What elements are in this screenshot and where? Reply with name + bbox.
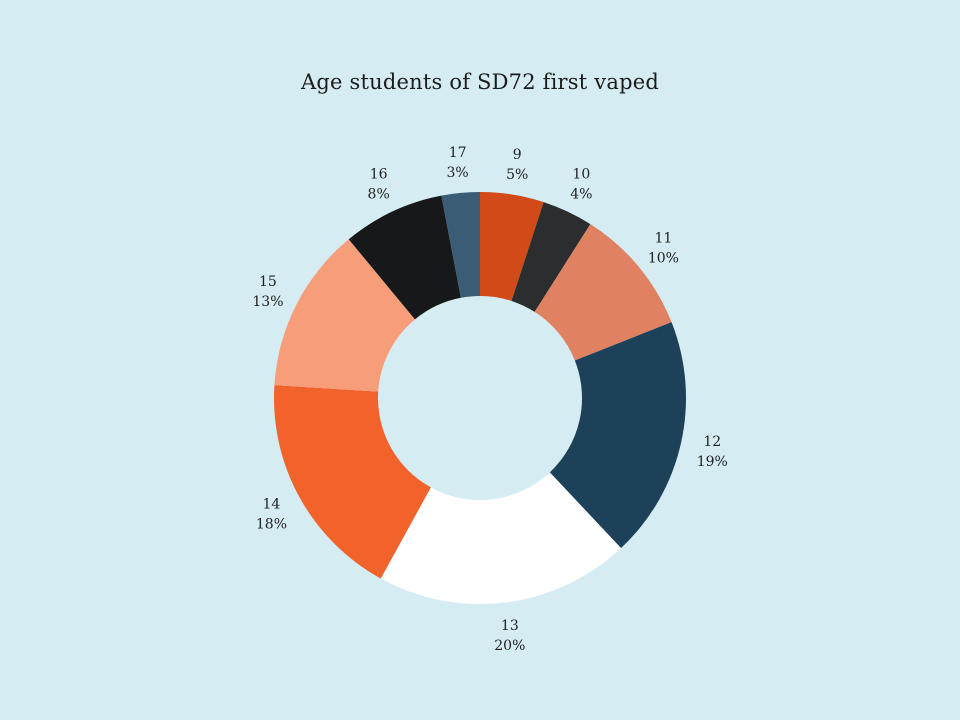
slice-age-13 <box>380 472 622 604</box>
slice-age-16 <box>348 195 461 320</box>
slice-percent-label: 3% <box>446 165 468 181</box>
slice-age-14 <box>274 385 431 579</box>
chart-title: Age students of SD72 first vaped <box>301 70 659 94</box>
slice-category-label: 17 <box>449 145 467 161</box>
slice-category-label: 15 <box>259 274 277 290</box>
slice-category-label: 16 <box>370 167 388 183</box>
slice-age-10 <box>511 202 591 312</box>
slice-category-label: 10 <box>572 167 590 183</box>
slice-category-label: 9 <box>513 147 522 163</box>
slice-percent-label: 10% <box>648 250 679 266</box>
slice-age-15 <box>274 239 415 392</box>
slice-age-12 <box>549 322 687 549</box>
slice-category-label: 12 <box>703 434 721 450</box>
slice-percent-label: 18% <box>256 517 287 533</box>
slice-percent-label: 19% <box>697 454 728 470</box>
slice-percent-label: 13% <box>252 294 283 310</box>
slice-category-label: 13 <box>501 618 519 634</box>
slice-percent-label: 20% <box>494 638 525 654</box>
slice-category-label: 11 <box>654 230 672 246</box>
slice-age-9 <box>480 192 544 301</box>
slice-age-17 <box>441 192 480 298</box>
slice-percent-label: 5% <box>506 167 528 183</box>
slice-percent-label: 4% <box>570 187 592 203</box>
slice-age-11 <box>534 224 672 361</box>
slice-percent-label: 8% <box>368 187 390 203</box>
slice-category-label: 14 <box>263 497 281 513</box>
